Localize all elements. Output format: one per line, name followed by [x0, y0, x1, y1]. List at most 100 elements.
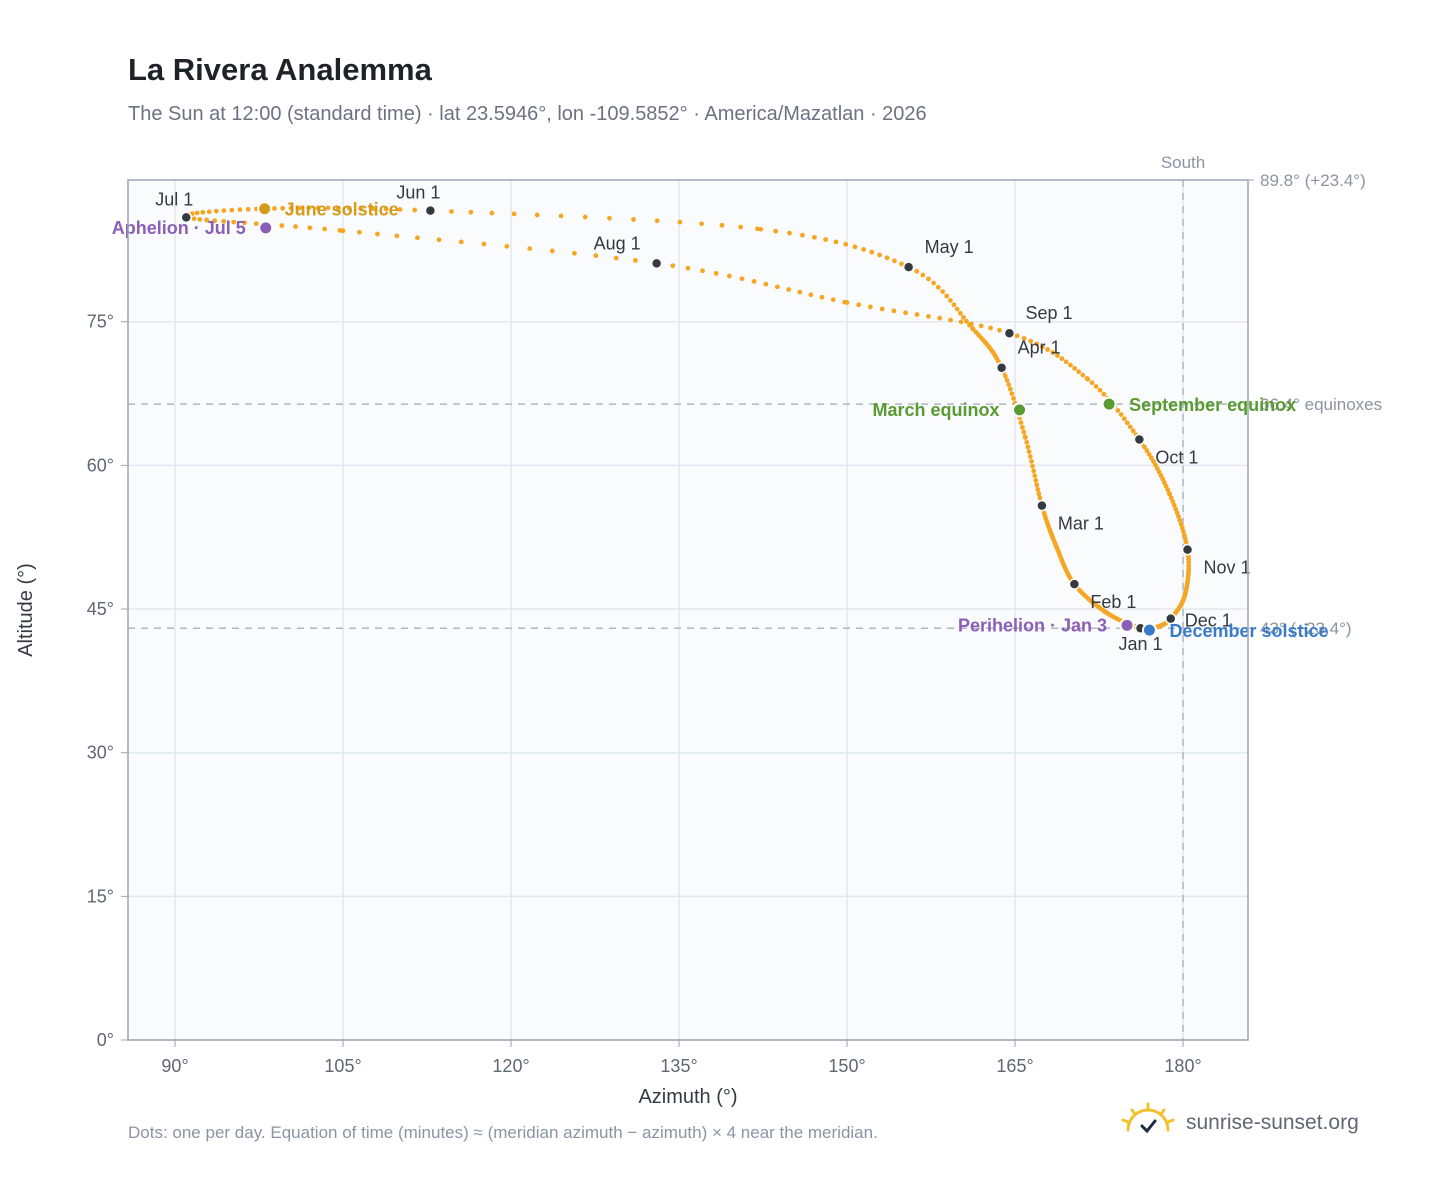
event-marker [1012, 402, 1028, 418]
brand[interactable]: sunrise-sunset.org [1120, 1102, 1359, 1143]
day-dot [954, 306, 960, 312]
day-dot [808, 292, 814, 298]
day-dot [1177, 517, 1183, 523]
day-dot [1018, 420, 1024, 425]
y-tick-label: 0° [97, 1030, 114, 1050]
day-dot [191, 216, 197, 222]
day-dot [1130, 428, 1136, 434]
day-dot [1115, 408, 1121, 413]
month-marker-label: Jun 1 [396, 183, 440, 203]
day-dot [527, 246, 533, 252]
day-dot [582, 214, 588, 220]
day-dot [670, 263, 676, 269]
day-dot [481, 241, 487, 247]
day-dot [926, 276, 931, 282]
day-dot [739, 276, 745, 282]
x-tick-label: 90° [161, 1056, 188, 1076]
event-markers: March equinox September equinox December s… [112, 200, 1329, 641]
day-dot [322, 226, 328, 232]
sunrise-logo-icon [1120, 1102, 1176, 1143]
month-marker [180, 211, 192, 224]
day-dot [903, 310, 908, 316]
day-dot [1097, 387, 1103, 393]
day-dot [200, 209, 206, 215]
day-dot [1034, 341, 1040, 347]
day-dot [1014, 333, 1020, 339]
day-dot [869, 249, 875, 255]
month-marker-label: Oct 1 [1155, 448, 1198, 468]
day-dot [823, 237, 829, 242]
day-dot [197, 216, 203, 222]
day-dot [607, 215, 612, 221]
equinox-altitude-label: 66.4° equinoxes [1260, 395, 1382, 414]
x-tick-label: 180° [1164, 1056, 1201, 1076]
month-marker [650, 257, 663, 270]
day-dot [1037, 495, 1043, 501]
day-dot [1144, 448, 1150, 454]
month-marker-label: Jul 1 [155, 189, 193, 209]
day-dot [700, 268, 705, 274]
y-tick-label: 15° [87, 886, 114, 906]
day-dot [1165, 487, 1171, 493]
y-tick-label: 30° [87, 743, 114, 763]
max-altitude-label: 89.8° (+23.4°) [1260, 171, 1366, 190]
day-dot [884, 255, 890, 261]
y-tick-label: 60° [87, 455, 114, 475]
day-dot [229, 207, 235, 213]
day-dot [1176, 514, 1181, 519]
month-marker-label: Sep 1 [1025, 303, 1072, 323]
day-dot [988, 325, 993, 331]
day-dot [713, 270, 719, 276]
day-dot [1180, 529, 1186, 534]
day-dot [957, 310, 963, 316]
day-dot [1036, 491, 1042, 497]
day-dot [1033, 478, 1039, 483]
day-dot [1068, 362, 1073, 368]
day-dot [306, 205, 312, 211]
day-dot [593, 253, 599, 259]
day-dot [412, 207, 418, 213]
event-label: September equinox [1129, 395, 1296, 415]
day-dot [346, 205, 352, 211]
day-dot [935, 284, 941, 290]
day-dot [383, 206, 389, 212]
brand-name[interactable]: sunrise-sunset.org [1186, 1110, 1359, 1134]
day-dot [1076, 369, 1082, 375]
day-dot [394, 233, 400, 239]
day-dot [997, 327, 1002, 333]
day-dot [231, 219, 237, 225]
day-dot [926, 313, 931, 319]
day-dot [1050, 350, 1056, 355]
day-dot [968, 321, 974, 327]
day-dot [1167, 491, 1172, 497]
day-dot [449, 209, 454, 214]
day-dot [654, 218, 660, 224]
day-dot [221, 218, 227, 224]
day-dot [206, 209, 212, 215]
month-marker-label: Aug 1 [594, 233, 641, 253]
day-dot [773, 228, 779, 234]
day-dot [877, 252, 882, 258]
day-dot [1040, 344, 1045, 350]
day-dot [1007, 386, 1013, 392]
day-dot [726, 273, 732, 279]
month-marker [1181, 543, 1194, 556]
day-dot [899, 261, 904, 267]
event-marker [1101, 396, 1117, 412]
month-marker [1164, 612, 1177, 625]
x-tick-label: 135° [660, 1056, 697, 1076]
day-dot [948, 297, 953, 303]
axes: 90° 105° 120° 135° 150° 165° 180° 0° 15° 30° 45° 60… [87, 312, 1202, 1076]
day-dot [633, 258, 638, 263]
day-dot [751, 279, 757, 284]
day-dot [1026, 449, 1032, 455]
day-dot [358, 206, 364, 211]
day-dot [279, 223, 285, 228]
day-dot [1101, 391, 1107, 397]
day-dot [1148, 455, 1154, 461]
day-dot [468, 209, 474, 215]
day-dot [221, 208, 227, 214]
day-dot [1059, 356, 1065, 362]
day-dot [819, 294, 825, 300]
month-marker-label: Dec 1 [1185, 611, 1232, 631]
